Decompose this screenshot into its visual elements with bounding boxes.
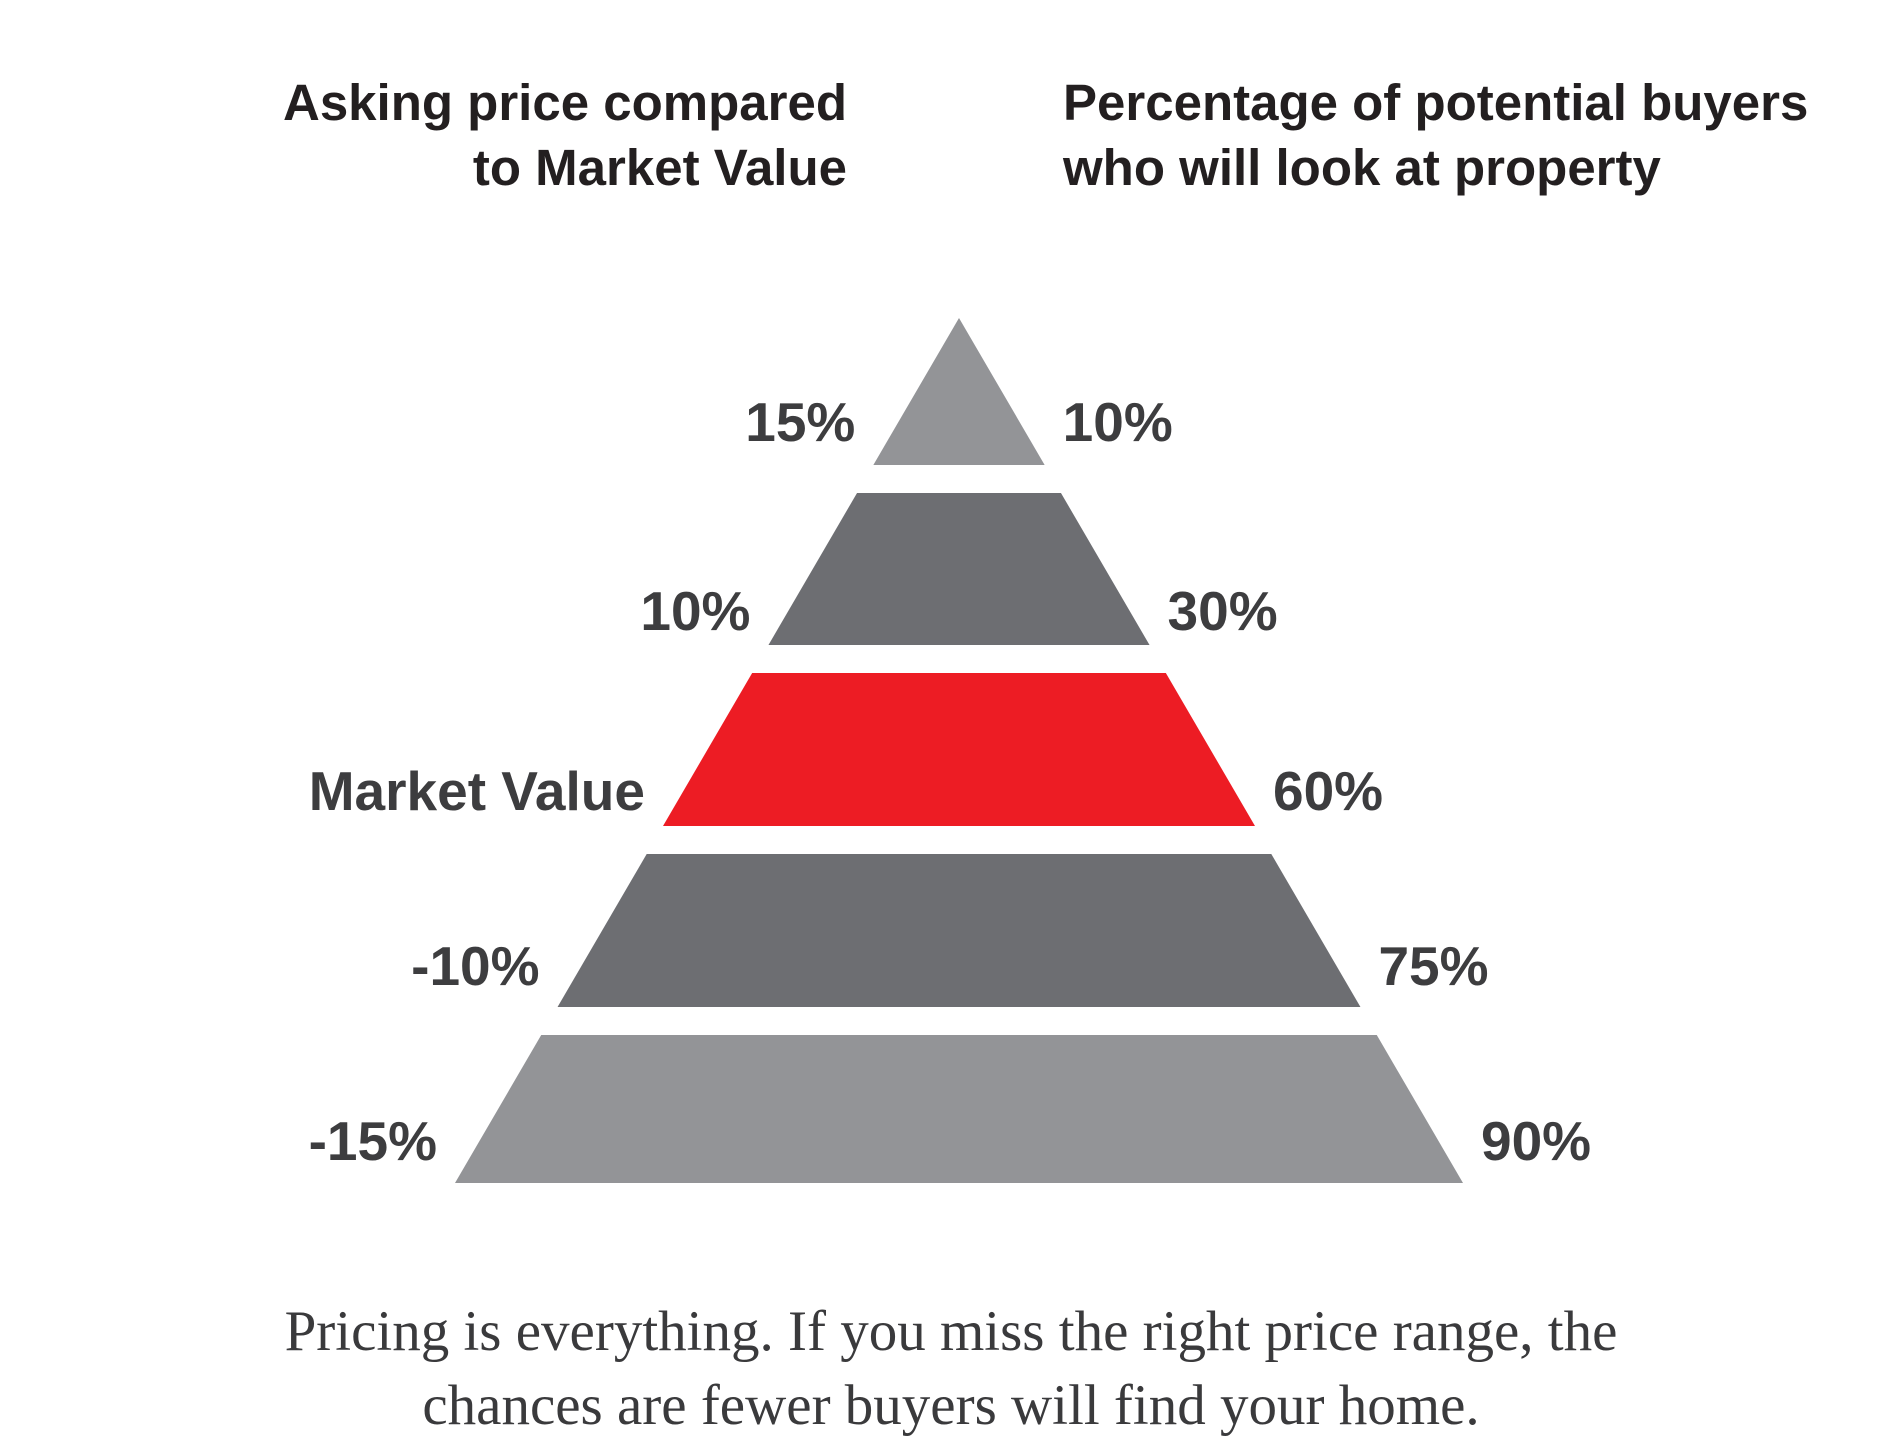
tier-1-buyers-label: 10% — [1063, 391, 1173, 453]
pyramid-tier-1 — [873, 318, 1045, 465]
tier-5-buyers-label: 90% — [1481, 1110, 1591, 1172]
tier-2-asking-price-label: 10% — [640, 580, 750, 642]
caption-line-2: chances are fewer buyers will find your … — [422, 1374, 1480, 1437]
tier-3-asking-price-label: Market Value — [309, 760, 645, 822]
tier-2-buyers-label: 30% — [1168, 580, 1278, 642]
buyers-percentage-header-line-1: Percentage of potential buyers — [1063, 74, 1809, 131]
buyers-percentage-header: Percentage of potential buyers who will … — [1063, 70, 1808, 200]
asking-price-header-line-1: Asking price compared — [282, 74, 847, 131]
asking-price-header: Asking price compared to Market Value — [283, 70, 847, 200]
tier-5-asking-price-label: -15% — [309, 1110, 437, 1172]
asking-price-header-line-2: to Market Value — [472, 139, 847, 196]
tier-4-asking-price-label: -10% — [411, 935, 539, 997]
tier-4-buyers-label: 75% — [1378, 935, 1488, 997]
pyramid-tier-5 — [455, 1035, 1463, 1183]
tier-1-asking-price-label: 15% — [745, 391, 855, 453]
pricing-caption: Pricing is everything. If you miss the r… — [0, 1295, 1902, 1443]
pyramid-tier-4 — [557, 854, 1361, 1007]
caption-line-1: Pricing is everything. If you miss the r… — [284, 1300, 1618, 1363]
buyers-percentage-header-line-2: who will look at property — [1063, 139, 1661, 196]
pyramid-tier-2 — [768, 493, 1150, 645]
tier-3-buyers-label: 60% — [1273, 760, 1383, 822]
pyramid-tier-3 — [663, 673, 1255, 826]
